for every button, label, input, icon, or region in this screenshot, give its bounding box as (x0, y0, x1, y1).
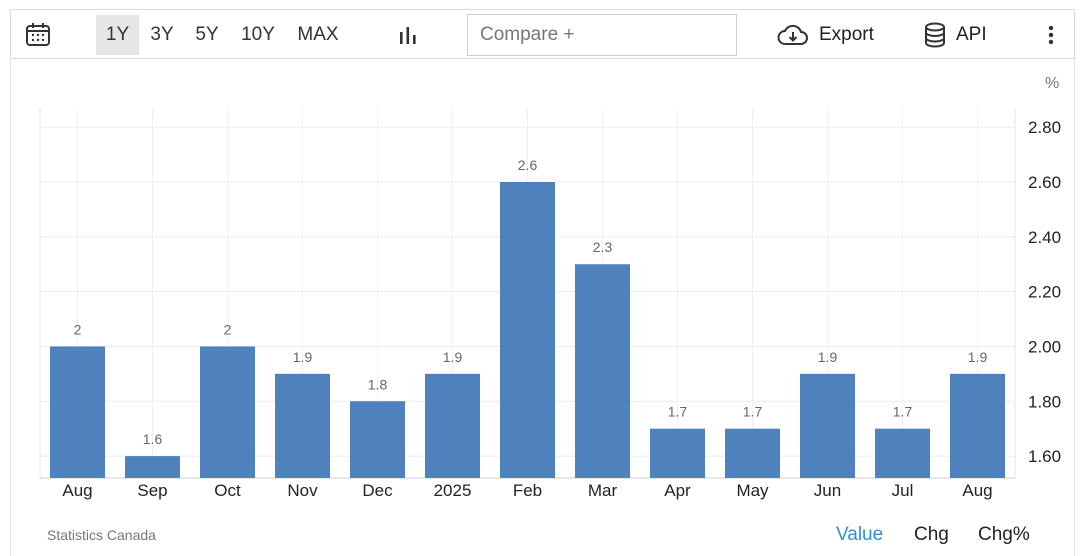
bar[interactable] (800, 373, 855, 478)
bar[interactable] (200, 346, 255, 478)
x-tick-label: Apr (664, 481, 691, 500)
data-label: 2 (224, 321, 232, 337)
chart-toolbar: 1Y 3Y 5Y 10Y MAX Compare + Export API (10, 9, 1075, 59)
y-tick-label: 2.20 (1028, 283, 1061, 302)
x-tick-label: Jun (814, 481, 841, 500)
bar[interactable] (950, 373, 1005, 478)
bar[interactable] (575, 264, 630, 478)
source-label: Statistics Canada (47, 527, 156, 543)
bar[interactable] (350, 401, 405, 478)
range-max-button[interactable]: MAX (297, 24, 339, 45)
cloud-download-icon (777, 24, 808, 45)
api-label: API (956, 24, 987, 45)
x-tick-label: Sep (137, 481, 167, 500)
y-axis-unit: % (1045, 75, 1060, 92)
database-icon (925, 22, 945, 48)
x-tick-label: Nov (287, 481, 318, 500)
data-label: 2.3 (593, 239, 613, 255)
export-button[interactable]: Export (777, 10, 874, 60)
x-tick-label: Aug (962, 481, 992, 500)
y-tick-label: 1.80 (1028, 392, 1061, 411)
y-tick-label: 2.00 (1028, 337, 1061, 356)
data-label: 2 (74, 321, 82, 337)
bar[interactable] (275, 373, 330, 478)
vertical-dots-icon (1048, 25, 1054, 45)
chart-frame (10, 59, 1075, 556)
range-1y-button[interactable]: 1Y (96, 15, 139, 55)
bar-series (50, 182, 1005, 478)
x-tick-label: Aug (62, 481, 92, 500)
range-5y-button[interactable]: 5Y (195, 24, 219, 45)
tab-value[interactable]: Value (836, 524, 884, 545)
bar-chart-icon[interactable] (393, 10, 423, 60)
y-tick-label: 2.80 (1028, 118, 1061, 137)
data-label: 1.8 (368, 376, 388, 392)
x-tick-label: Dec (362, 481, 393, 500)
x-tick-label: Feb (513, 481, 542, 500)
x-tick-label: 2025 (434, 481, 472, 500)
tab-chg-percent[interactable]: Chg% (978, 524, 1030, 545)
tab-chg[interactable]: Chg (914, 524, 949, 545)
data-labels: 2 1.6 2 1.9 1.8 1.9 2.6 2.3 1.7 1.7 1.9 1.7 1.9 (74, 157, 988, 447)
data-label: 1.7 (668, 404, 688, 420)
bar[interactable] (725, 428, 780, 478)
api-button[interactable]: API (924, 10, 987, 60)
data-label: 2.6 (518, 157, 538, 173)
more-options-button[interactable] (1041, 10, 1061, 60)
calendar-icon[interactable] (23, 10, 53, 60)
x-tick-label: Oct (214, 481, 241, 500)
export-label: Export (819, 24, 874, 45)
x-tick-label: Mar (588, 481, 618, 500)
bar[interactable] (425, 373, 480, 478)
x-tick-label: Jul (892, 481, 914, 500)
y-tick-label: 2.40 (1028, 228, 1061, 247)
compare-input[interactable]: Compare + (467, 14, 737, 56)
data-label: 1.7 (743, 404, 763, 420)
x-tick-label: May (736, 481, 769, 500)
bar[interactable] (125, 456, 180, 478)
data-label: 1.9 (293, 349, 313, 365)
bar[interactable] (875, 428, 930, 478)
data-label: 1.9 (968, 349, 988, 365)
y-tick-label: 1.60 (1028, 447, 1061, 466)
x-axis-ticks: Aug Sep Oct Nov Dec 2025 Feb Mar Apr May Jun Jul Aug (62, 481, 992, 500)
data-label: 1.9 (443, 349, 463, 365)
bar[interactable] (500, 182, 555, 478)
bar[interactable] (650, 428, 705, 478)
data-label: 1.7 (893, 404, 913, 420)
y-tick-label: 2.60 (1028, 173, 1061, 192)
bar[interactable] (50, 346, 105, 478)
data-label: 1.6 (143, 431, 163, 447)
data-label: 1.9 (818, 349, 838, 365)
range-3y-button[interactable]: 3Y (150, 24, 174, 45)
range-10y-button[interactable]: 10Y (241, 24, 275, 45)
y-axis-ticks: 1.60 1.80 2.00 2.20 2.40 2.60 2.80 (1028, 118, 1061, 466)
